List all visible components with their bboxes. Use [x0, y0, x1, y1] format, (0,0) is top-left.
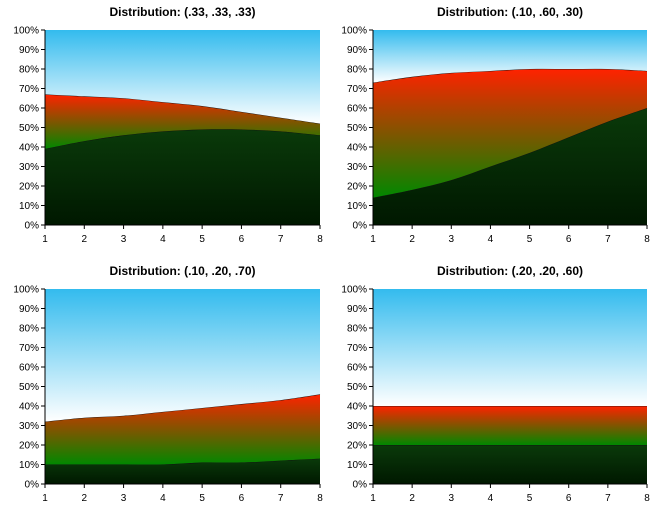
x-tick-label: 4	[160, 234, 166, 245]
y-tick-label: 70%	[19, 343, 39, 354]
chart-panel-2: 0% 10% 20% 30% 40% 50% 60% 70% 80% 90% 100% 1 2 3 4 5 6 7…	[341, 5, 650, 245]
bottom-band-area	[45, 458, 320, 484]
middle-band-area	[373, 406, 647, 445]
y-tick-label: 40%	[19, 143, 39, 154]
y-tick-label: 10%	[347, 460, 367, 471]
x-tick-label: 8	[644, 493, 650, 504]
x-tick-label: 1	[370, 234, 376, 245]
y-tick-label: 60%	[347, 363, 367, 374]
y-tick-label: 70%	[347, 343, 367, 354]
x-tick-label: 8	[644, 234, 650, 245]
y-tick-label: 50%	[347, 382, 367, 393]
x-tick-label: 5	[527, 493, 533, 504]
x-tick-label: 2	[82, 493, 88, 504]
y-tick-label: 50%	[347, 123, 367, 134]
y-tick-label: 100%	[13, 26, 39, 37]
chart-title: Distribution: (.10, .60, .30)	[437, 5, 583, 19]
bottom-band-area	[373, 108, 647, 225]
y-tick-label: 0%	[353, 480, 368, 491]
chart-panel-1: 0% 10% 20% 30% 40% 50% 60% 70% 80% 90% 100% 1 2 3 4 5 6 7…	[13, 5, 323, 245]
x-tick-label: 3	[121, 493, 127, 504]
x-tick-label: 5	[199, 234, 205, 245]
y-tick-label: 80%	[19, 324, 39, 335]
y-tick-label: 30%	[347, 421, 367, 432]
y-tick-label: 0%	[25, 480, 40, 491]
bottom-band-area	[45, 129, 320, 225]
top-band-area	[373, 289, 647, 406]
x-tick-label: 7	[605, 493, 611, 504]
x-tick-label: 6	[566, 234, 572, 245]
x-tick-label: 5	[199, 493, 205, 504]
y-tick-label: 60%	[19, 363, 39, 374]
x-tick-label: 4	[488, 234, 494, 245]
y-tick-label: 40%	[19, 402, 39, 413]
y-tick-label: 80%	[347, 324, 367, 335]
y-tick-label: 30%	[347, 162, 367, 173]
chart-panel-4: 0% 10% 20% 30% 40% 50% 60% 70% 80% 90% 100% 1 2 3 4 5 6 7…	[341, 264, 650, 504]
y-tick-label: 70%	[347, 84, 367, 95]
middle-band-area	[373, 68, 647, 198]
middle-band-area	[45, 394, 320, 465]
y-tick-label: 50%	[19, 123, 39, 134]
y-tick-label: 100%	[341, 285, 367, 296]
x-tick-label: 4	[160, 493, 166, 504]
y-tick-label: 90%	[347, 45, 367, 56]
y-tick-label: 50%	[19, 382, 39, 393]
chart-panel-3: 0% 10% 20% 30% 40% 50% 60% 70% 80% 90% 100% 1 2 3 4 5 6 7…	[13, 264, 323, 504]
x-tick-label: 1	[42, 234, 48, 245]
x-tick-label: 7	[278, 493, 284, 504]
y-tick-label: 20%	[347, 441, 367, 452]
chart-title: Distribution: (.10, .20, .70)	[109, 264, 255, 278]
x-tick-label: 6	[239, 234, 245, 245]
y-tick-label: 30%	[19, 162, 39, 173]
y-tick-label: 0%	[353, 221, 368, 232]
y-tick-label: 100%	[341, 26, 367, 37]
y-tick-label: 80%	[347, 65, 367, 76]
y-tick-label: 30%	[19, 421, 39, 432]
y-tick-label: 20%	[347, 182, 367, 193]
y-tick-label: 100%	[13, 285, 39, 296]
x-tick-label: 1	[42, 493, 48, 504]
middle-band-boundary-line	[372, 68, 648, 84]
x-tick-label: 4	[488, 493, 494, 504]
top-band-area	[45, 289, 320, 422]
y-tick-label: 80%	[19, 65, 39, 76]
x-tick-label: 8	[317, 493, 323, 504]
y-tick-label: 0%	[25, 221, 40, 232]
x-tick-label: 5	[527, 234, 533, 245]
y-tick-label: 20%	[19, 441, 39, 452]
y-tick-label: 90%	[347, 304, 367, 315]
y-tick-label: 10%	[347, 201, 367, 212]
x-tick-label: 2	[82, 234, 88, 245]
top-band-area	[373, 30, 647, 83]
y-tick-label: 60%	[347, 104, 367, 115]
y-tick-label: 70%	[19, 84, 39, 95]
x-tick-label: 1	[370, 493, 376, 504]
x-tick-label: 8	[317, 234, 323, 245]
x-tick-label: 6	[566, 493, 572, 504]
middle-band-area	[45, 94, 320, 149]
x-tick-label: 7	[605, 234, 611, 245]
top-band-area	[45, 30, 320, 124]
y-tick-label: 60%	[19, 104, 39, 115]
x-tick-label: 3	[121, 234, 127, 245]
chart-title: Distribution: (.33, .33, .33)	[109, 5, 255, 19]
x-tick-label: 6	[239, 493, 245, 504]
y-tick-label: 40%	[347, 402, 367, 413]
y-tick-label: 90%	[19, 304, 39, 315]
x-tick-label: 7	[278, 234, 284, 245]
x-tick-label: 3	[449, 493, 455, 504]
y-tick-label: 10%	[19, 201, 39, 212]
y-tick-label: 40%	[347, 143, 367, 154]
chart-title: Distribution: (.20, .20, .60)	[437, 264, 583, 278]
y-tick-label: 90%	[19, 45, 39, 56]
bottom-band-area	[373, 445, 647, 484]
y-tick-label: 10%	[19, 460, 39, 471]
y-tick-label: 20%	[19, 182, 39, 193]
x-tick-label: 2	[409, 234, 415, 245]
x-tick-label: 3	[449, 234, 455, 245]
x-tick-label: 2	[409, 493, 415, 504]
